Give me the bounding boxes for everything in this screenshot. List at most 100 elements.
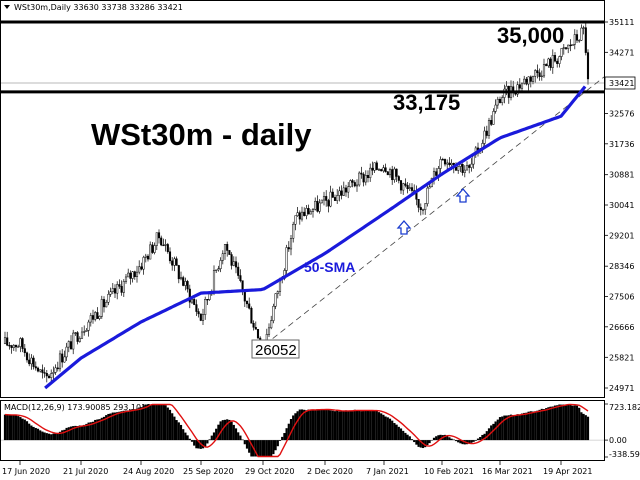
candle-body [364,175,367,183]
candle-body [305,208,308,216]
macd-bar [474,440,477,441]
candle [124,274,128,284]
candle-body [58,353,62,370]
macd-bar [254,440,257,457]
candle [43,367,46,378]
macd-bar [217,424,220,441]
macd-bar [358,410,361,441]
candle [300,206,304,222]
y-tick-label: 24971 [609,384,634,393]
candle-body [173,258,176,266]
candle [287,241,290,252]
candle [107,290,110,306]
macd-bar [188,438,191,441]
macd-bar [263,440,266,457]
candle-body [531,76,535,82]
candle [371,161,374,176]
macd-bar [210,435,213,441]
macd-bar [320,409,323,441]
candle-body [446,162,449,165]
candle [32,355,35,370]
candle-body [239,275,242,281]
macd-bar [547,407,550,441]
candle [318,199,321,214]
macd-bar [443,434,447,441]
macd-bar [168,409,172,441]
chart-title: WSt30m - daily [91,117,312,152]
x-tick-label: 10 Feb 2021 [424,467,474,476]
candle [267,323,271,337]
candle [34,361,37,371]
candle-body [463,169,466,173]
x-tick-label: 17 Jun 2020 [2,467,50,476]
macd-bar [483,433,486,441]
macd-bar [155,404,158,441]
candle [463,165,466,178]
candle-body [556,60,559,64]
candle-body [366,175,370,179]
candle-body [276,291,279,294]
candle-body [320,199,323,204]
macd-histogram [1,403,604,458]
macd-bar [569,404,572,441]
macd-bar [138,407,141,441]
candle-body [120,286,123,293]
candle [336,189,339,204]
x-tick-label: 21 Jul 2020 [63,467,108,476]
macd-bar [21,418,24,441]
candle [386,171,389,176]
candle-body [408,187,411,190]
candle-body [162,244,165,247]
y-tick-label: 32576 [609,110,634,119]
candle [584,22,587,56]
candle-body [454,166,458,171]
candle [45,369,48,383]
macd-bar [243,440,246,445]
candle [305,204,308,220]
candle-body [232,261,235,266]
candle [419,203,422,216]
macd-bar [382,414,385,441]
x-tick-label: 29 Oct 2020 [245,467,294,476]
candle-body [113,288,117,294]
macd-bar [133,409,136,441]
candle-body [441,159,444,161]
candle [144,253,147,263]
candle [19,337,22,353]
macd-bar [366,410,370,441]
candle [270,315,273,330]
macd-bar [362,410,365,441]
macd-bar [415,440,418,445]
candle [351,178,354,188]
candle-body [146,255,150,260]
candle-body [285,247,288,271]
candle-body [287,247,290,250]
macd-bar [435,436,438,441]
macd-bar [479,436,482,441]
candle-body [358,172,361,186]
candle-body [369,167,372,179]
x-tick-label: 2 Dec 2020 [307,467,353,476]
candle-body [23,348,26,354]
macd-bar [582,413,585,441]
candle [364,170,367,186]
macd-bar [294,413,297,441]
macd-bar [36,428,40,441]
candle-body [448,162,451,166]
candle-body [562,47,565,49]
y-tick-label: 27506 [609,293,634,302]
y-tick-label: 30881 [609,171,634,180]
candle [388,167,392,178]
candle [542,58,546,78]
macd-bar [439,434,442,441]
macd-bar [177,422,180,441]
candle [96,307,99,319]
candle [536,64,539,79]
candle-body [296,212,299,216]
candle-body [228,250,231,255]
candle [375,160,378,171]
dropdown-icon[interactable] [4,5,10,9]
candle [399,180,403,194]
candle-body [362,173,365,183]
